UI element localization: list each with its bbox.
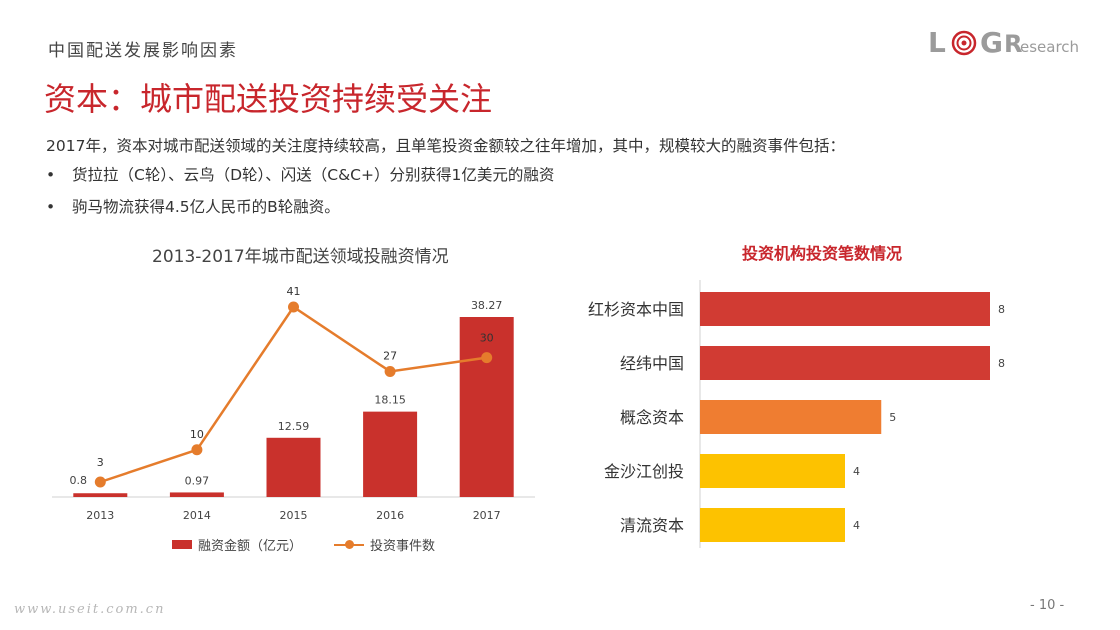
- events-point-2015: [288, 301, 299, 313]
- bar-amount-2015: [266, 437, 321, 497]
- x-tick-2015: 2015: [280, 509, 308, 522]
- value-label-1: 8: [998, 303, 1005, 316]
- svg-text:G: G: [980, 26, 1003, 59]
- list-item: • 货拉拉（C轮）、云鸟（D轮）、闪送（C&C+）分别获得1亿美元的融资: [46, 166, 555, 184]
- value-label-3: 5: [889, 411, 896, 424]
- events-label-2017: 30: [480, 332, 494, 345]
- legend-bar-swatch: [172, 540, 192, 549]
- value-label-4: 4: [853, 465, 860, 478]
- events-label-2015: 41: [287, 285, 301, 298]
- bar-4: [700, 454, 845, 488]
- page-number: - 10 -: [1030, 598, 1065, 613]
- x-tick-2013: 2013: [86, 509, 114, 522]
- events-label-2013: 3: [97, 456, 104, 469]
- x-tick-2016: 2016: [376, 509, 404, 522]
- events-point-2017: [481, 352, 493, 364]
- bar-label-2014: 0.97: [185, 474, 210, 487]
- category-label-2: 经纬中国: [620, 354, 684, 373]
- bar-amount-2016: [363, 411, 418, 497]
- bar-label-2013: 0.8: [70, 474, 88, 487]
- bar-amount-2017: [459, 317, 514, 497]
- events-label-2014: 10: [190, 428, 204, 441]
- events-point-2014: [191, 444, 203, 456]
- x-tick-2014: 2014: [183, 509, 211, 522]
- events-point-2016: [384, 365, 396, 377]
- bar-3: [700, 400, 882, 434]
- bar-1: [700, 292, 990, 326]
- chart-title-institutions: 投资机构投资笔数情况: [742, 244, 903, 263]
- x-tick-2017: 2017: [473, 509, 501, 522]
- logo-target-icon: [951, 30, 977, 56]
- intro-text: 2017年，资本对城市配送领域的关注度持续较高，且单笔投资金额较之往年增加，其中…: [46, 137, 845, 155]
- section-label: 中国配送发展影响因素: [48, 41, 238, 61]
- category-label-5: 清流资本: [620, 516, 684, 535]
- value-label-5: 4: [853, 519, 860, 532]
- company-logo: L G R esearch: [928, 26, 1079, 59]
- svg-text:R: R: [1004, 30, 1022, 58]
- footer-url: www.useit.com.cn: [14, 602, 166, 617]
- events-point-2013: [94, 476, 106, 488]
- bar-label-2016: 18.15: [374, 394, 406, 407]
- category-label-1: 红杉资本中国: [588, 300, 684, 319]
- bar-label-2017: 38.27: [471, 299, 503, 312]
- svg-text:L: L: [928, 26, 946, 59]
- bar-amount-2013: [73, 493, 128, 497]
- list-item: • 驹马物流获得4.5亿人民币的B轮融资。: [46, 198, 340, 216]
- legend-label-amount: 融资金额（亿元）: [198, 539, 303, 554]
- svg-text:esearch: esearch: [1020, 38, 1079, 56]
- chart-legend: 融资金额（亿元） 投资事件数: [172, 535, 435, 554]
- bullet-list: • 货拉拉（C轮）、云鸟（D轮）、闪送（C&C+）分别获得1亿美元的融资 • 驹马物…: [46, 164, 554, 228]
- legend-line-swatch: [334, 539, 365, 549]
- bar-2: [700, 346, 990, 380]
- legend-label-events: 投资事件数: [370, 539, 436, 554]
- page-title: 资本：城市配送投资持续受关注: [44, 80, 493, 118]
- bar-5: [700, 508, 845, 542]
- events-line: [99, 305, 487, 484]
- value-label-2: 8: [998, 357, 1005, 370]
- bar-label-2015: 12.59: [278, 420, 310, 433]
- chart-title-investment: 2013-2017年城市配送领域投融资情况: [152, 247, 449, 267]
- bar-amount-2014: [169, 492, 224, 497]
- category-label-3: 概念资本: [620, 408, 684, 427]
- category-label-4: 金沙江创投: [604, 462, 684, 481]
- events-label-2016: 27: [383, 349, 397, 362]
